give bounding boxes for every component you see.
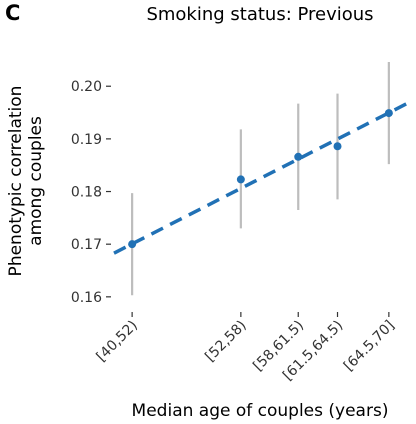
data-point [333, 142, 342, 151]
data-point [384, 109, 393, 118]
y-tick-label: 0.19 [71, 132, 102, 148]
x-tick-label: [52,58) [202, 318, 249, 365]
y-axis-title-line-2: among couples [26, 116, 46, 246]
x-tick-label: [40,52) [94, 318, 141, 365]
data-point [294, 152, 303, 161]
panel-label: C [5, 1, 21, 25]
y-tick-label: 0.20 [71, 79, 102, 95]
y-tick-label: 0.17 [71, 237, 102, 253]
y-tick-label: 0.18 [71, 185, 102, 201]
x-tick-label: [64.5,70] [341, 318, 398, 375]
y-axis-title-line-1: Phenotypic correlation [6, 86, 26, 277]
x-axis-title: Median age of couples (years) [132, 401, 389, 421]
chart-title: Smoking status: Previous [146, 4, 374, 25]
trend-line [113, 100, 411, 255]
data-point [236, 175, 245, 184]
y-tick-label: 0.16 [71, 290, 102, 306]
data-point [128, 240, 137, 249]
